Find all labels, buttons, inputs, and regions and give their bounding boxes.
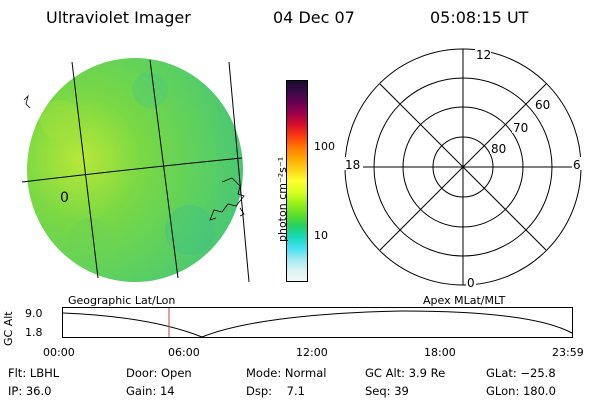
time-label: 05:08:15 UT: [430, 8, 529, 27]
color-scale-bar: [286, 80, 308, 282]
altitude-curve: [62, 310, 573, 338]
mlt-label-0: 0: [467, 276, 475, 290]
time-tick-2359: 23:59: [552, 346, 584, 359]
alt-tick-low: 1.8: [25, 326, 43, 339]
mlt-label-6: 6: [573, 158, 581, 172]
lat-lon-grid: [21, 59, 250, 283]
mlt-label-12: 12: [476, 48, 491, 62]
gc-alt-axis-label: GC Alt: [2, 311, 15, 346]
mlat-label-60: 60: [535, 98, 550, 112]
disk-speckle: [40, 72, 215, 262]
meridian-line: [149, 59, 179, 279]
info-gc-alt: GC Alt: 3.9 Re: [365, 366, 446, 380]
meridian-line: [228, 61, 250, 283]
colorbar-tick-100: 100: [314, 140, 335, 153]
info-filter: Flt: LBHL: [8, 366, 60, 380]
uv-image-disk: [27, 58, 243, 282]
time-tick-1200: 12:00: [296, 346, 328, 359]
meridian-line: [71, 61, 99, 279]
mlat-label-70: 70: [513, 121, 528, 135]
mlt-label-18: 18: [345, 158, 360, 172]
alt-tick-high: 9.0: [25, 307, 43, 320]
date-label: 04 Dec 07: [273, 8, 355, 27]
longitude-label: 0: [60, 190, 69, 206]
info-ip: IP: 36.0: [8, 384, 52, 398]
coastline: [23, 94, 245, 221]
info-seq: Seq: 39: [365, 384, 409, 398]
mlat-label-80: 80: [491, 142, 506, 156]
geographic-label: Geographic Lat/Lon: [68, 294, 176, 307]
polar-axis-diagonal: [379, 83, 547, 251]
apex-label: Apex MLat/MLT: [423, 294, 506, 307]
time-tick-0000: 00:00: [43, 346, 75, 359]
info-glat: GLat: −25.8: [486, 366, 556, 380]
parallel-line: [21, 157, 243, 183]
info-door: Door: Open: [126, 366, 192, 380]
info-glon: GLon: 180.0: [486, 384, 556, 398]
colorbar-unit-label: photon cm⁻²s⁻¹: [276, 156, 289, 242]
time-tick-0600: 06:00: [168, 346, 200, 359]
altitude-timeline: [62, 307, 573, 338]
time-tick-1800: 18:00: [424, 346, 456, 359]
colorbar-tick-10: 10: [314, 229, 328, 242]
info-mode: Mode: Normal: [246, 366, 327, 380]
info-gain: Gain: 14: [126, 384, 175, 398]
info-dsp: Dsp: 7.1: [246, 384, 305, 398]
instrument-title: Ultraviolet Imager: [46, 8, 191, 27]
polar-mlat-mlt-plot: 12 18 6 0 60 70 80: [343, 47, 584, 290]
